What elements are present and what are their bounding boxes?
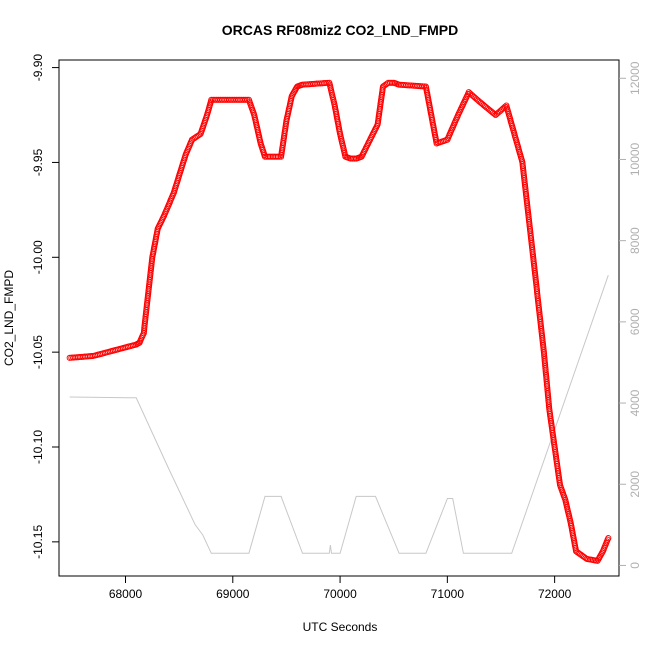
y2-tick-label: 2000	[628, 471, 642, 498]
data-point	[605, 535, 612, 542]
data-point	[351, 155, 358, 162]
x-tick-label: 72000	[538, 587, 572, 601]
y2-tick-label: 12000	[628, 61, 642, 95]
y2-tick-label: 10000	[628, 142, 642, 176]
y2-tick-label: 8000	[628, 227, 642, 254]
x-tick-label: 69000	[216, 587, 250, 601]
x-tick-label: 68000	[109, 587, 143, 601]
x-axis: 68000 69000 70000 71000 72000	[109, 576, 572, 601]
y2-tick-label: 0	[628, 562, 642, 569]
co2-series	[66, 79, 612, 564]
y-tick-label: -9.90	[31, 54, 45, 82]
y2-tick-label: 4000	[628, 389, 642, 416]
y-axis-label: CO2_LND_FMPD	[2, 270, 16, 366]
data-point	[274, 153, 281, 160]
x-axis-label: UTC Seconds	[303, 620, 378, 634]
plot-frame	[58, 59, 620, 577]
x-tick-label: 71000	[431, 587, 465, 601]
y-tick-label: -10.15	[31, 525, 45, 559]
chart-title: ORCAS RF08miz2 CO2_LND_FMPD	[222, 22, 459, 38]
altitude-series	[69, 275, 609, 554]
y-axis-left: -9.90 -9.95 -10.00 -10.05 -10.10 -10.15	[31, 54, 59, 559]
y-tick-label: -9.95	[31, 148, 45, 176]
data-point	[388, 79, 395, 86]
y-tick-label: -10.00	[31, 240, 45, 274]
y-axis-right: 0 2000 4000 6000 8000 10000 12000	[619, 61, 642, 569]
data-point	[491, 110, 498, 117]
altitude-line	[69, 275, 609, 554]
x-tick-label: 70000	[323, 587, 357, 601]
y-tick-label: -10.05	[31, 335, 45, 369]
y-tick-label: -10.10	[31, 430, 45, 464]
y2-tick-label: 6000	[628, 308, 642, 335]
data-point	[322, 79, 329, 87]
